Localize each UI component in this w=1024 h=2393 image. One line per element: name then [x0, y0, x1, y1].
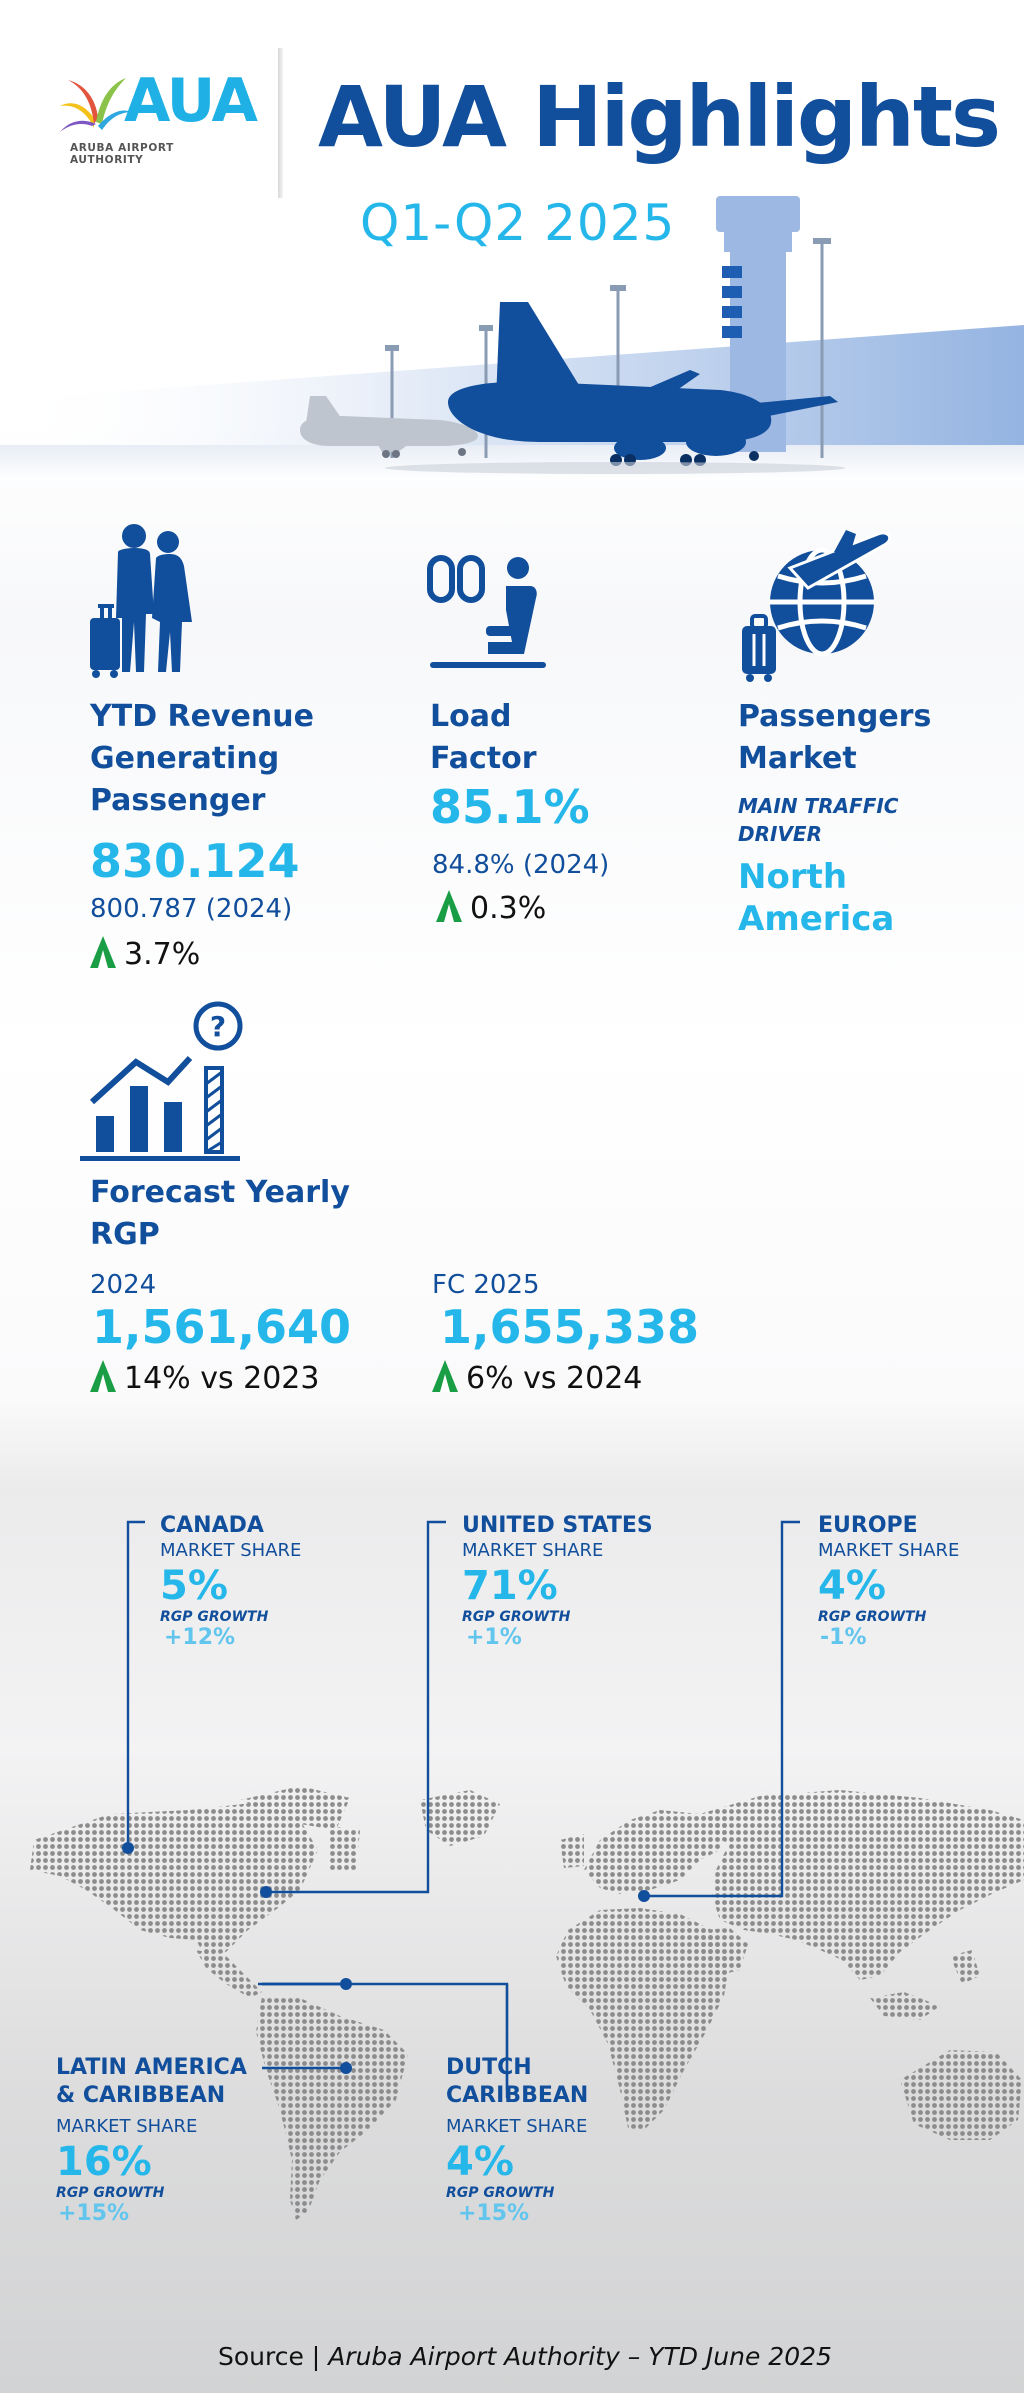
passengers-previous: 800.787 (2024): [90, 894, 293, 924]
map-connector-lines: [122, 1520, 800, 2098]
forecast-2024-label: 2024: [90, 1270, 157, 1300]
up-arrow-icon: [432, 1360, 458, 1392]
up-arrow-icon: [90, 1360, 116, 1392]
aua-logo: AUA ARUBA AIRPORT AUTHORITY: [56, 62, 258, 166]
load-factor-previous: 84.8% (2024): [432, 850, 610, 880]
page-subtitle: Q1-Q2 2025: [360, 194, 676, 252]
passengers-change: 3.7%: [90, 936, 200, 972]
svg-text:?: ?: [210, 1010, 226, 1043]
up-arrow-icon: [436, 890, 462, 922]
load-factor-change: 0.3%: [436, 890, 546, 926]
passengers-label: YTD Revenue Generating Passenger: [90, 699, 314, 818]
region-latin-america: LATIN AMERICA & CARIBBEAN MARKET SHARE 1…: [56, 2055, 247, 2226]
airport-scene-illustration: [0, 196, 1024, 480]
logo-text: AUA: [124, 66, 258, 136]
globe-plane-icon: [742, 530, 892, 682]
forecast-2025-value: 1,655,338: [440, 1300, 699, 1354]
region-europe: EUROPE MARKET SHARE 4% RGP GROWTH -1%: [818, 1513, 960, 1650]
market-label: Passengers Market: [738, 699, 932, 776]
forecast-label: Forecast Yearly RGP: [90, 1175, 350, 1252]
header-divider: [278, 48, 283, 198]
region-united-states: UNITED STATES MARKET SHARE 71% RGP GROWT…: [462, 1513, 653, 1650]
source-footer: Source | Aruba Airport Authority – YTD J…: [218, 2342, 832, 2371]
forecast-2024-value: 1,561,640: [92, 1300, 351, 1354]
region-canada: CANADA MARKET SHARE 5% RGP GROWTH +12%: [160, 1513, 302, 1650]
load-factor-label: Load Factor: [430, 699, 537, 776]
bar-chart-question-icon: ?: [80, 1001, 243, 1161]
forecast-2025-change: 6% vs 2024: [432, 1360, 642, 1396]
load-factor-value: 85.1%: [430, 780, 590, 834]
palm-leaves-icon: [60, 78, 132, 132]
airplane-seat-icon: [427, 555, 546, 668]
region-dutch-caribbean: DUTCH CARIBBEAN MARKET SHARE 4% RGP GROW…: [446, 2055, 589, 2226]
up-arrow-icon: [90, 936, 116, 968]
couple-luggage-icon: [90, 524, 192, 678]
market-value: North America: [738, 857, 895, 939]
forecast-2024-change: 14% vs 2023: [90, 1360, 319, 1396]
passengers-value: 830.124: [90, 834, 300, 888]
forecast-2025-label: FC 2025: [432, 1270, 540, 1300]
logo-subtitle: ARUBA AIRPORT AUTHORITY: [70, 142, 174, 166]
page-title: AUA Highlights: [318, 68, 1001, 166]
market-caption: MAIN TRAFFIC DRIVER: [738, 794, 899, 846]
